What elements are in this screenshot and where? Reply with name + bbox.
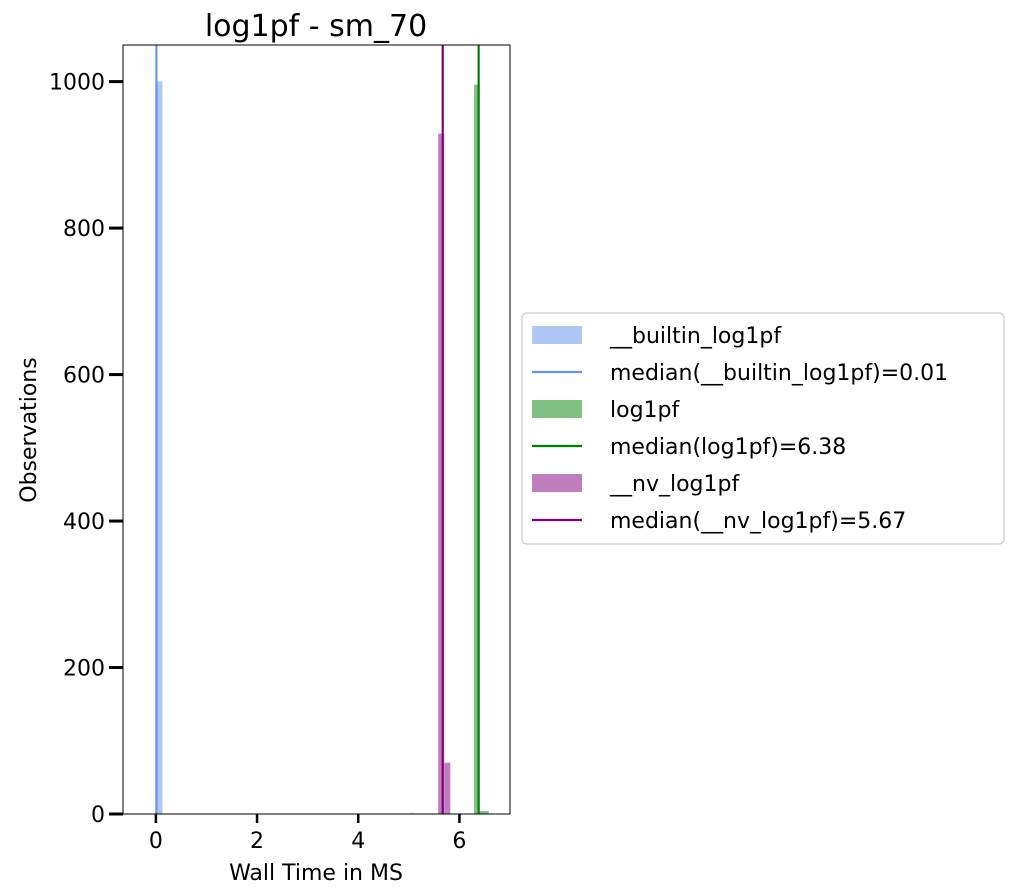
chart-title: log1pf - sm_70: [205, 9, 427, 44]
legend-entry-label: __nv_log1pf: [609, 472, 740, 497]
legend-entry-label: log1pf: [610, 398, 680, 423]
x-tick-label: 6: [452, 829, 466, 854]
legend-box: [521, 312, 1005, 545]
plot-frame: [122, 44, 511, 815]
x-tick-label: 2: [250, 829, 264, 854]
y-tick-label: 200: [63, 657, 105, 682]
y-tick-label: 800: [63, 217, 105, 242]
legend-entry-label: median(__nv_log1pf)=5.67: [610, 509, 906, 534]
legend-swatch: [532, 400, 582, 418]
legend-entry-label: median(log1pf)=6.38: [610, 435, 846, 460]
y-axis-label: Observations: [17, 357, 42, 502]
legend-swatch: [532, 474, 582, 492]
legend-entry-label: median(__builtin_log1pf)=0.01: [610, 361, 948, 386]
y-tick-label: 600: [63, 364, 105, 389]
x-axis-label: Wall Time in MS: [229, 861, 403, 886]
histogram-bar: [156, 81, 163, 815]
axes: 0 2 4 6 0 200 400 600 800 1000: [49, 44, 511, 854]
legend-swatch: [532, 326, 582, 344]
histogram-bar: [479, 811, 489, 814]
legend: __builtin_log1pf median(__builtin_log1pf)…: [521, 312, 1005, 545]
plot-area: [155, 45, 489, 815]
histogram-bar: [438, 133, 445, 814]
y-tick-label: 0: [91, 803, 105, 828]
y-tick-label: 400: [63, 510, 105, 535]
histogram-bar: [444, 762, 451, 814]
x-tick-label: 4: [351, 829, 365, 854]
x-tick-label: 0: [149, 829, 163, 854]
histogram-bar: [474, 84, 480, 814]
y-tick-label: 1000: [49, 71, 105, 96]
legend-entry-label: __builtin_log1pf: [609, 324, 782, 349]
